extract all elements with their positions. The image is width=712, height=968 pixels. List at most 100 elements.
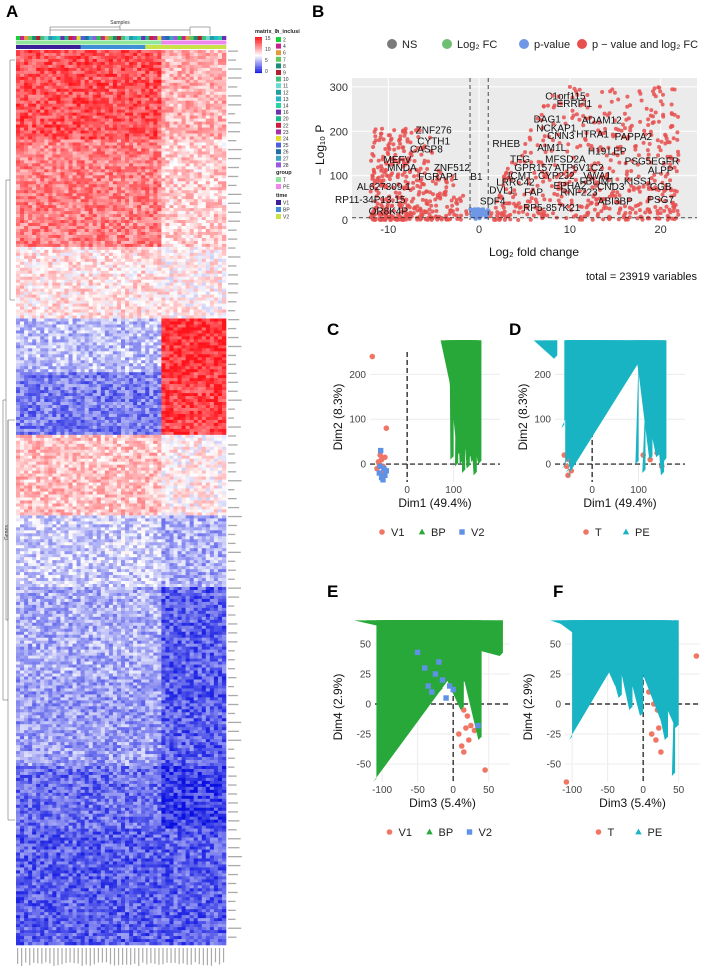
heatmap-cell xyxy=(197,85,203,90)
heatmap-cell xyxy=(76,136,81,140)
heatmap-cell xyxy=(60,58,65,63)
heatmap-cell xyxy=(205,255,211,260)
heatmap-cell xyxy=(116,258,122,263)
heatmap-cell xyxy=(189,157,194,161)
heatmap-cell xyxy=(64,321,69,325)
heatmap-cell xyxy=(145,50,150,54)
heatmap-cell xyxy=(213,100,219,104)
heatmap-cell xyxy=(197,67,203,72)
heatmap-cell xyxy=(48,220,53,224)
heatmap-cell xyxy=(121,196,126,200)
heatmap-cell xyxy=(121,103,126,107)
heatmap-cell xyxy=(133,148,138,152)
heatmap-cell xyxy=(60,73,65,78)
heatmap-cell xyxy=(121,142,126,146)
heatmap-cell xyxy=(157,118,162,122)
heatmap-cell xyxy=(24,199,29,203)
heatmap-cell xyxy=(104,130,110,134)
heatmap-cell xyxy=(76,160,81,164)
heatmap-cell xyxy=(104,169,110,173)
heatmap-cell xyxy=(56,64,61,69)
heatmap-cell xyxy=(80,211,85,215)
heatmap-cell xyxy=(197,70,203,75)
heatmap-cell xyxy=(157,231,162,236)
heatmap-cell xyxy=(68,199,73,203)
heatmap-cell xyxy=(153,267,158,272)
heatmap-cell xyxy=(153,187,158,191)
heatmap-cell xyxy=(80,88,85,93)
heatmap-cell xyxy=(116,178,122,182)
heatmap-cell xyxy=(100,196,106,200)
heatmap-cell xyxy=(64,279,69,283)
heatmap-cell xyxy=(169,252,174,257)
heatmap-cell xyxy=(112,297,118,301)
heatmap-cell xyxy=(157,261,162,266)
heatmap-cell xyxy=(104,288,110,292)
heatmap-cell xyxy=(177,64,182,69)
heatmap-cell xyxy=(177,258,182,263)
heatmap-cell xyxy=(137,154,142,158)
heatmap-cell xyxy=(24,82,29,87)
heatmap-cell xyxy=(104,88,110,93)
heatmap-cell xyxy=(44,267,49,272)
heatmap-cell xyxy=(173,190,178,194)
heatmap-cell xyxy=(121,118,126,122)
heatmap-cell xyxy=(193,240,199,245)
heatmap-cell xyxy=(213,151,219,155)
heatmap-cell xyxy=(52,163,57,167)
heatmap-cell xyxy=(16,273,21,278)
heatmap-cell xyxy=(88,258,94,263)
heatmap-cell xyxy=(24,163,29,167)
heatmap-cell xyxy=(193,76,199,81)
heatmap-cell xyxy=(169,291,174,295)
heatmap-cell xyxy=(76,306,81,310)
heatmap-cell xyxy=(116,130,122,134)
heatmap-cell xyxy=(185,318,190,322)
heatmap-cell xyxy=(72,169,77,173)
heatmap-cell xyxy=(88,187,94,191)
heatmap-cell xyxy=(205,231,211,236)
heatmap-cell xyxy=(177,151,182,155)
heatmap-cell xyxy=(201,220,207,224)
heatmap-cell xyxy=(121,130,126,134)
heatmap-cell xyxy=(169,55,174,60)
heatmap-cell xyxy=(56,214,61,218)
heatmap-cell xyxy=(141,58,146,63)
annotation-time-cell xyxy=(32,45,37,49)
heatmap-cell xyxy=(108,291,114,295)
heatmap-cell xyxy=(84,163,89,167)
heatmap-cell xyxy=(153,145,158,149)
heatmap-cell xyxy=(92,318,98,322)
heatmap-cell xyxy=(32,175,37,179)
heatmap-cell xyxy=(169,121,174,125)
heatmap-cell xyxy=(52,214,57,218)
heatmap-cell xyxy=(92,118,98,122)
heatmap-cell xyxy=(209,103,215,107)
heatmap-cell xyxy=(141,297,146,301)
heatmap-cell xyxy=(84,64,89,69)
heatmap-cell xyxy=(64,199,69,203)
heatmap-cell xyxy=(28,76,33,81)
heatmap-cell xyxy=(72,145,77,149)
heatmap-cell xyxy=(189,187,194,191)
heatmap-cell xyxy=(96,205,102,209)
heatmap-cell xyxy=(36,303,41,307)
heatmap-cell xyxy=(36,190,41,194)
heatmap-cell xyxy=(189,205,194,209)
heatmap-cell xyxy=(96,324,102,328)
heatmap-cell xyxy=(24,50,29,54)
heatmap-cell xyxy=(76,175,81,179)
heatmap-annotation-bars xyxy=(16,36,227,49)
heatmap-cell xyxy=(76,240,81,245)
heatmap-cell xyxy=(121,231,126,236)
heatmap-cell xyxy=(28,214,33,218)
heatmap-cell xyxy=(92,115,98,119)
heatmap-cell xyxy=(68,181,73,185)
heatmap-cell xyxy=(60,136,65,140)
heatmap-cell xyxy=(36,106,41,110)
heatmap-cell xyxy=(189,115,194,119)
heatmap-cell xyxy=(44,202,49,206)
heatmap-cell xyxy=(36,76,41,81)
heatmap-cell xyxy=(217,229,223,233)
heatmap-cell xyxy=(88,193,94,197)
